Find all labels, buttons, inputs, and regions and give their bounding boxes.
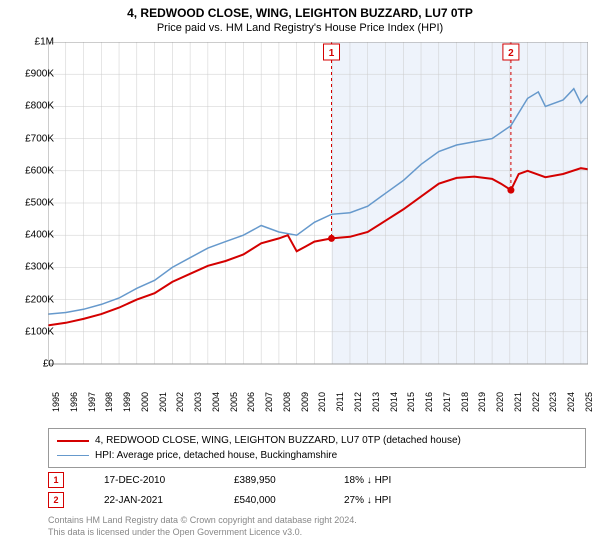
x-tick-label: 1995: [51, 392, 61, 412]
x-tick-label: 2025: [584, 392, 594, 412]
sale-row-1: 1 17-DEC-2010 £389,950 18% ↓ HPI: [48, 470, 391, 490]
x-tick-label: 2017: [442, 392, 452, 412]
legend-swatch-hpi: [57, 455, 89, 456]
sale-row-2: 2 22-JAN-2021 £540,000 27% ↓ HPI: [48, 490, 391, 510]
x-tick-label: 2020: [495, 392, 505, 412]
x-tick-label: 2008: [282, 392, 292, 412]
x-tick-label: 2009: [300, 392, 310, 412]
y-tick-label: £1M: [35, 37, 54, 48]
x-tick-label: 2011: [335, 392, 345, 411]
x-tick-label: 2002: [175, 392, 185, 412]
legend-row-hpi: HPI: Average price, detached house, Buck…: [57, 448, 577, 463]
x-tick-label: 2005: [229, 392, 239, 412]
sale-delta-2: 27% ↓ HPI: [344, 495, 391, 506]
y-tick-label: £800K: [25, 101, 54, 112]
x-tick-label: 2010: [317, 392, 327, 412]
footer: Contains HM Land Registry data © Crown c…: [48, 514, 357, 538]
svg-text:1: 1: [329, 48, 335, 59]
x-tick-label: 2019: [477, 392, 487, 412]
x-tick-label: 2003: [193, 392, 203, 412]
x-tick-label: 2022: [531, 392, 541, 412]
y-tick-label: £500K: [25, 198, 54, 209]
x-tick-label: 2001: [158, 392, 168, 412]
legend-label-hpi: HPI: Average price, detached house, Buck…: [95, 448, 337, 463]
y-tick-label: £900K: [25, 69, 54, 80]
x-tick-label: 2013: [371, 392, 381, 412]
x-tick-label: 2004: [211, 392, 221, 412]
sales-table: 1 17-DEC-2010 £389,950 18% ↓ HPI 2 22-JA…: [48, 470, 391, 510]
sale-price-1: £389,950: [234, 475, 304, 486]
sale-date-1: 17-DEC-2010: [104, 475, 194, 486]
x-tick-label: 2015: [406, 392, 416, 412]
y-tick-label: £0: [43, 359, 54, 370]
x-tick-label: 2014: [389, 392, 399, 412]
x-tick-label: 2021: [513, 392, 523, 412]
x-tick-label: 1999: [122, 392, 132, 412]
page-subtitle: Price paid vs. HM Land Registry's House …: [0, 20, 600, 38]
page-title: 4, REDWOOD CLOSE, WING, LEIGHTON BUZZARD…: [0, 0, 600, 20]
x-tick-label: 2000: [140, 392, 150, 412]
footer-line-1: Contains HM Land Registry data © Crown c…: [48, 514, 357, 526]
y-tick-label: £100K: [25, 326, 54, 337]
y-tick-label: £200K: [25, 294, 54, 305]
x-tick-label: 2023: [548, 392, 558, 412]
x-tick-label: 1998: [104, 392, 114, 412]
price-chart: 12: [48, 42, 588, 392]
x-tick-label: 2007: [264, 392, 274, 412]
legend: 4, REDWOOD CLOSE, WING, LEIGHTON BUZZARD…: [48, 428, 586, 468]
sale-price-2: £540,000: [234, 495, 304, 506]
y-tick-label: £300K: [25, 262, 54, 273]
sale-delta-1: 18% ↓ HPI: [344, 475, 391, 486]
x-tick-label: 1996: [69, 392, 79, 412]
footer-line-2: This data is licensed under the Open Gov…: [48, 526, 357, 538]
legend-swatch-property: [57, 440, 89, 442]
y-tick-label: £700K: [25, 133, 54, 144]
x-tick-label: 1997: [87, 392, 97, 412]
legend-label-property: 4, REDWOOD CLOSE, WING, LEIGHTON BUZZARD…: [95, 433, 461, 448]
sale-marker-2: 2: [48, 492, 64, 508]
x-tick-label: 2024: [566, 392, 576, 412]
y-tick-label: £600K: [25, 165, 54, 176]
y-tick-label: £400K: [25, 230, 54, 241]
sale-date-2: 22-JAN-2021: [104, 495, 194, 506]
x-tick-label: 2012: [353, 392, 363, 412]
x-tick-label: 2016: [424, 392, 434, 412]
x-tick-label: 2006: [246, 392, 256, 412]
legend-row-property: 4, REDWOOD CLOSE, WING, LEIGHTON BUZZARD…: [57, 433, 577, 448]
sale-marker-1: 1: [48, 472, 64, 488]
x-tick-label: 2018: [460, 392, 470, 412]
svg-text:2: 2: [508, 48, 514, 59]
